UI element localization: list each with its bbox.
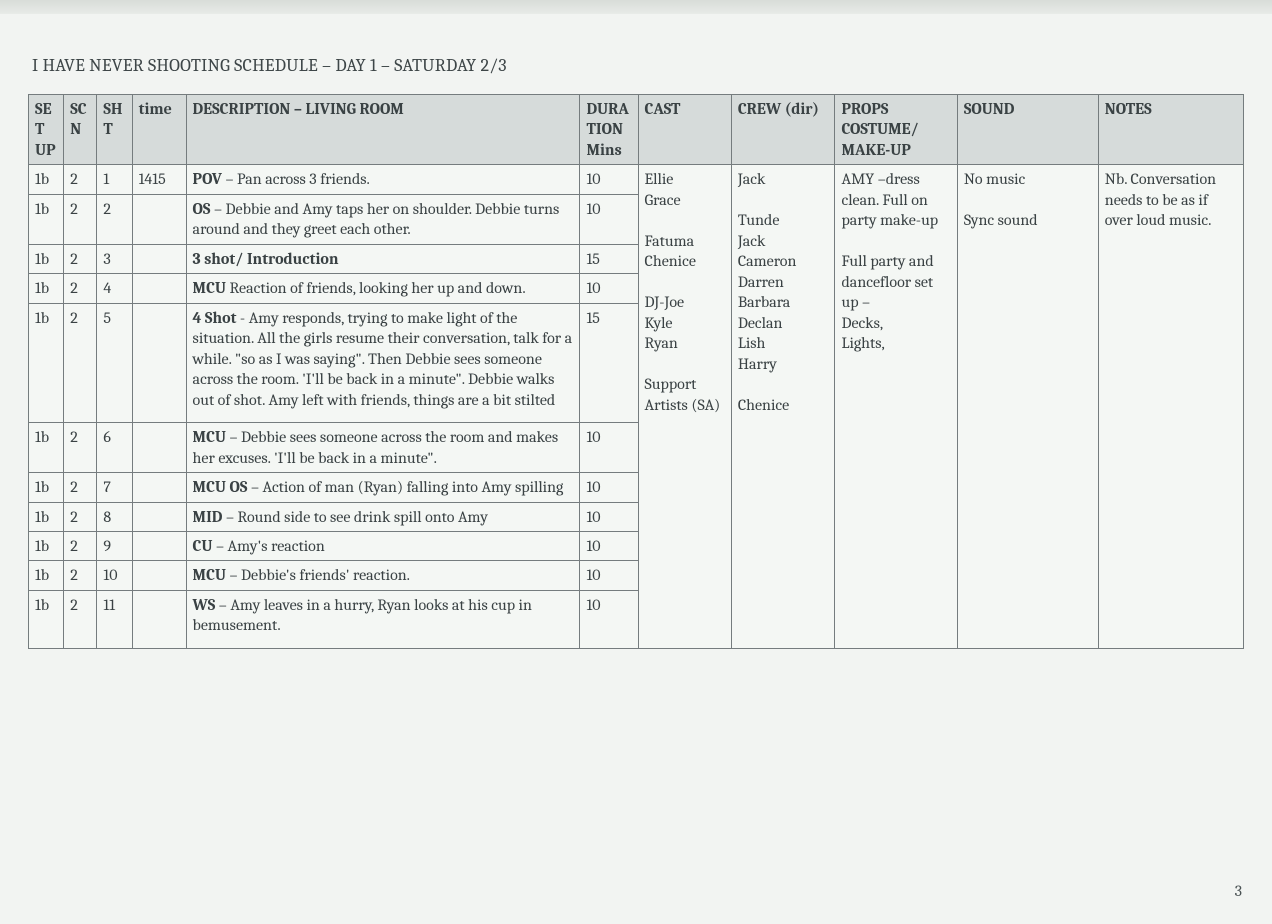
cell-duration: 10 [580,423,638,473]
cell-props: AMY –dress clean. Full on party make-upF… [835,165,957,648]
cell-duration: 10 [580,194,638,244]
cell-setup: 1b [29,423,64,473]
cell-description: MCU Reaction of friends, looking her up … [186,274,580,303]
cell-duration: 15 [580,303,638,422]
cell-time [132,502,186,531]
cell-time [132,194,186,244]
table-header: SET UP SCN SHT time DESCRIPTION – LIVING… [29,95,1244,165]
cell-duration: 10 [580,165,638,194]
cell-scn: 2 [64,423,97,473]
col-time: time [132,95,186,165]
cell-sht: 3 [97,244,132,273]
page-number: 3 [1235,882,1242,900]
col-scn: SCN [64,95,97,165]
cell-time: 1415 [132,165,186,194]
cell-setup: 1b [29,502,64,531]
cell-sht: 1 [97,165,132,194]
col-setup: SET UP [29,95,64,165]
table-body: 1b211415POV – Pan across 3 friends.10Ell… [29,165,1244,648]
cell-setup: 1b [29,274,64,303]
cell-sht: 11 [97,590,132,648]
page: I HAVE NEVER SHOOTING SCHEDULE – DAY 1 –… [0,0,1272,924]
cell-setup: 1b [29,244,64,273]
cell-time [132,531,186,560]
cell-sht: 5 [97,303,132,422]
col-crew: CREW (dir) [731,95,835,165]
cell-sht: 2 [97,194,132,244]
cell-scn: 2 [64,165,97,194]
col-cast: CAST [638,95,731,165]
cell-duration: 10 [580,590,638,648]
col-sound: SOUND [957,95,1098,165]
cell-sht: 9 [97,531,132,560]
cell-time [132,473,186,502]
cell-duration: 10 [580,561,638,590]
cell-duration: 15 [580,244,638,273]
cell-duration: 10 [580,274,638,303]
cell-setup: 1b [29,531,64,560]
cell-scn: 2 [64,274,97,303]
cell-setup: 1b [29,590,64,648]
page-title: I HAVE NEVER SHOOTING SCHEDULE – DAY 1 –… [32,55,1244,76]
schedule-table: SET UP SCN SHT time DESCRIPTION – LIVING… [28,94,1244,649]
cell-time [132,590,186,648]
cell-description: OS – Debbie and Amy taps her on shoulder… [186,194,580,244]
cell-time [132,303,186,422]
cell-description: POV – Pan across 3 friends. [186,165,580,194]
cell-setup: 1b [29,194,64,244]
cell-setup: 1b [29,303,64,422]
col-dur: DURATION Mins [580,95,638,165]
cell-scn: 2 [64,561,97,590]
cell-scn: 2 [64,473,97,502]
col-props: PROPS COSTUME/ MAKE-UP [835,95,957,165]
cell-scn: 2 [64,303,97,422]
cell-scn: 2 [64,531,97,560]
cell-description: WS – Amy leaves in a hurry, Ryan looks a… [186,590,580,648]
cell-sht: 10 [97,561,132,590]
cell-scn: 2 [64,194,97,244]
cell-scn: 2 [64,590,97,648]
cell-notes: Nb. Conversation needs to be as if over … [1098,165,1243,648]
col-sht: SHT [97,95,132,165]
cell-sht: 8 [97,502,132,531]
table-row: 1b211415POV – Pan across 3 friends.10Ell… [29,165,1244,194]
cell-setup: 1b [29,165,64,194]
cell-sound: No musicSync sound [957,165,1098,648]
cell-duration: 10 [580,502,638,531]
cell-duration: 10 [580,531,638,560]
cell-duration: 10 [580,473,638,502]
cell-description: MID – Round side to see drink spill onto… [186,502,580,531]
cell-time [132,423,186,473]
col-notes: NOTES [1098,95,1243,165]
cell-sht: 4 [97,274,132,303]
col-desc: DESCRIPTION – LIVING ROOM [186,95,580,165]
cell-scn: 2 [64,244,97,273]
cell-description: 3 shot/ Introduction [186,244,580,273]
cell-setup: 1b [29,473,64,502]
cell-time [132,561,186,590]
cell-description: MCU – Debbie's friends' reaction. [186,561,580,590]
cell-cast: EllieGraceFatumaCheniceDJ-JoeKyleRyanSup… [638,165,731,648]
cell-time [132,244,186,273]
cell-scn: 2 [64,502,97,531]
cell-sht: 7 [97,473,132,502]
cell-time [132,274,186,303]
cell-description: MCU OS – Action of man (Ryan) falling in… [186,473,580,502]
cell-description: CU – Amy's reaction [186,531,580,560]
cell-sht: 6 [97,423,132,473]
cell-description: MCU – Debbie sees someone across the roo… [186,423,580,473]
cell-description: 4 Shot - Amy responds, trying to make li… [186,303,580,422]
cell-setup: 1b [29,561,64,590]
cell-crew: JackTundeJackCameronDarrenBarbaraDeclanL… [731,165,835,648]
